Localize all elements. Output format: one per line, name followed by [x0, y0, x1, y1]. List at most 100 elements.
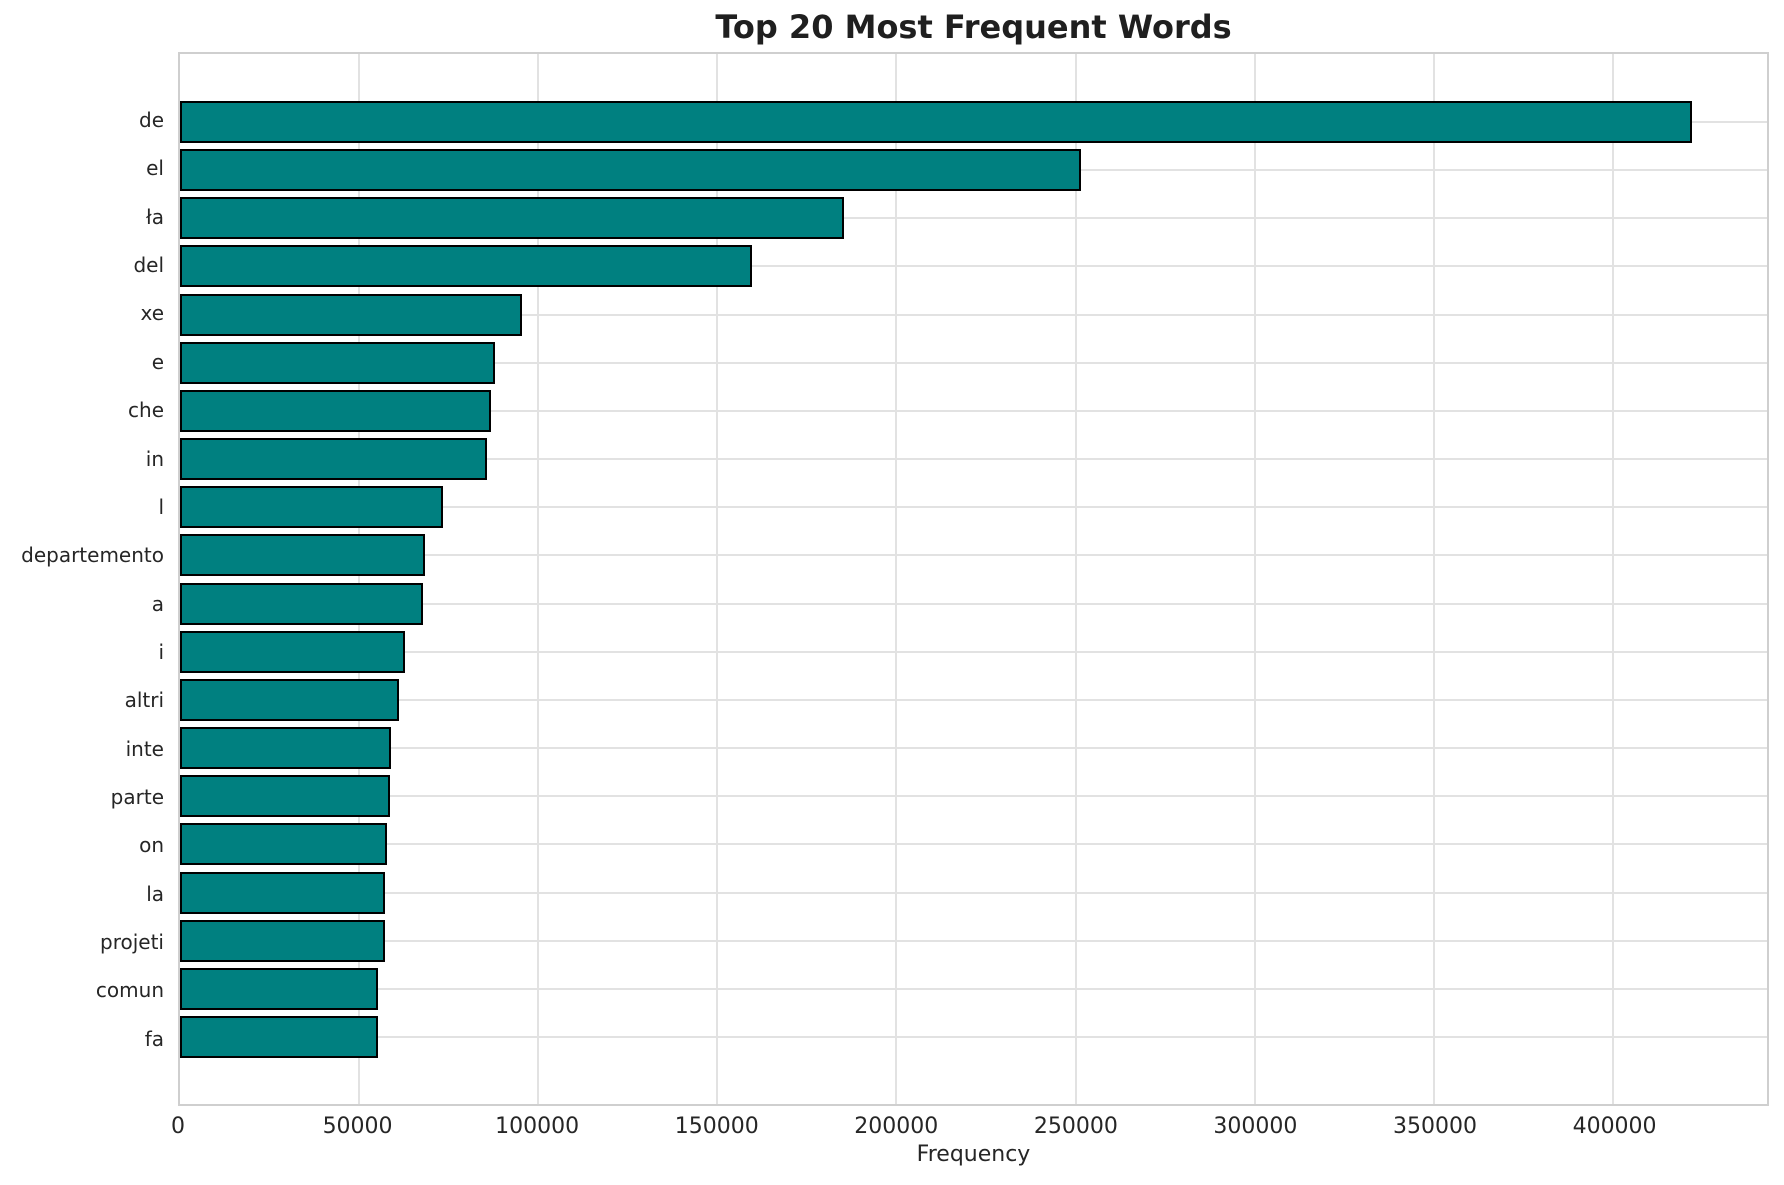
bar-inte [180, 727, 392, 770]
vertical-gridline [1074, 54, 1077, 1104]
bar-e [180, 341, 495, 384]
horizontal-gridline [180, 313, 1767, 316]
horizontal-gridline [180, 1035, 1767, 1038]
y-tick-label: i [158, 639, 164, 664]
vertical-gridline [1253, 54, 1256, 1104]
bar-projeti [180, 919, 385, 962]
x-tick-label: 0 [171, 1114, 185, 1139]
bar-la [180, 871, 385, 914]
horizontal-gridline [180, 409, 1767, 412]
bar-departemento [180, 534, 426, 577]
bar-row [180, 871, 1767, 914]
bar-xe [180, 293, 523, 336]
y-tick-label: xe [140, 301, 164, 326]
bar-row [180, 293, 1767, 336]
bar-row [180, 775, 1767, 818]
bar-row [180, 582, 1767, 625]
horizontal-gridline [180, 217, 1767, 220]
bar-che [180, 389, 491, 432]
y-tick-label: altri [124, 688, 164, 713]
x-tick-label: 300000 [1213, 1114, 1298, 1139]
chart-title: Top 20 Most Frequent Words [715, 8, 1232, 46]
bar-row [180, 678, 1767, 721]
y-tick-label: inte [125, 736, 164, 761]
x-tick-label: 100000 [495, 1114, 580, 1139]
vertical-gridline [537, 54, 540, 1104]
horizontal-gridline [180, 698, 1767, 701]
bar-row [180, 389, 1767, 432]
horizontal-gridline [180, 458, 1767, 461]
horizontal-gridline [180, 987, 1767, 990]
x-tick-label: 50000 [322, 1114, 393, 1139]
x-axis-label: Frequency [916, 1142, 1031, 1167]
x-tick-label: 400000 [1572, 1114, 1657, 1139]
y-tick-label: a [151, 591, 164, 616]
horizontal-gridline [180, 506, 1767, 509]
y-tick-label: ła [146, 204, 164, 229]
y-tick-label: el [146, 156, 164, 181]
bar-row [180, 149, 1767, 192]
bar-row [180, 919, 1767, 962]
bar-ła [180, 197, 844, 240]
vertical-gridline [895, 54, 898, 1104]
bar-in [180, 438, 487, 481]
x-tick-label: 150000 [674, 1114, 759, 1139]
bar-row [180, 245, 1767, 288]
vertical-gridline [1611, 54, 1614, 1104]
horizontal-gridline [180, 795, 1767, 798]
y-tick-label: departemento [21, 543, 164, 568]
bar-row [180, 727, 1767, 770]
x-axis: 0 50000 100000 150000 200000 250000 300000 3500… [171, 1106, 1769, 1140]
bar-del [180, 245, 752, 288]
bars-container [180, 54, 1767, 1104]
bar-fa [180, 1015, 379, 1058]
horizontal-gridline [180, 650, 1767, 653]
horizontal-gridline [180, 265, 1767, 268]
bar-row [180, 823, 1767, 866]
y-tick-label: parte [110, 785, 164, 810]
bar-row [180, 630, 1767, 673]
y-tick-label: in [145, 446, 164, 471]
y-tick-label: la [146, 881, 164, 906]
bar-el [180, 149, 1082, 192]
vertical-gridline [1432, 54, 1435, 1104]
bar-altri [180, 678, 399, 721]
y-tick-label: fa [144, 1026, 164, 1051]
x-tick-label: 200000 [854, 1114, 939, 1139]
vertical-gridline [716, 54, 719, 1104]
bar-a [180, 582, 424, 625]
bar-row [180, 438, 1767, 481]
bar-row [180, 967, 1767, 1010]
y-tick-label: e [151, 349, 164, 374]
bar-parte [180, 775, 390, 818]
bar-de [180, 101, 1692, 143]
y-tick-label: del [133, 253, 164, 278]
y-tick-label: projeti [100, 930, 164, 955]
bar-row [180, 101, 1767, 143]
bar-on [180, 823, 388, 866]
y-axis: de el ła del xe e che in l departemento a i altri int… [0, 52, 164, 1106]
horizontal-gridline [180, 602, 1767, 605]
bar-row [180, 197, 1767, 240]
horizontal-gridline [180, 554, 1767, 557]
bar-i [180, 630, 406, 673]
y-tick-label: de [139, 108, 164, 132]
bar-row [180, 341, 1767, 384]
y-tick-label: comun [95, 978, 164, 1003]
horizontal-gridline [180, 361, 1767, 364]
y-tick-label: on [139, 833, 164, 858]
horizontal-gridline [180, 891, 1767, 894]
bar-comun [180, 967, 379, 1010]
bar-l [180, 486, 444, 529]
plot-area [178, 52, 1769, 1106]
x-tick-label: 350000 [1392, 1114, 1477, 1139]
horizontal-gridline [180, 843, 1767, 846]
bar-row [180, 486, 1767, 529]
bar-row [180, 1015, 1767, 1058]
horizontal-gridline [180, 939, 1767, 942]
bar-row [180, 534, 1767, 577]
y-tick-label: l [158, 494, 164, 519]
vertical-gridline [358, 54, 361, 1104]
y-tick-label: che [128, 398, 164, 423]
